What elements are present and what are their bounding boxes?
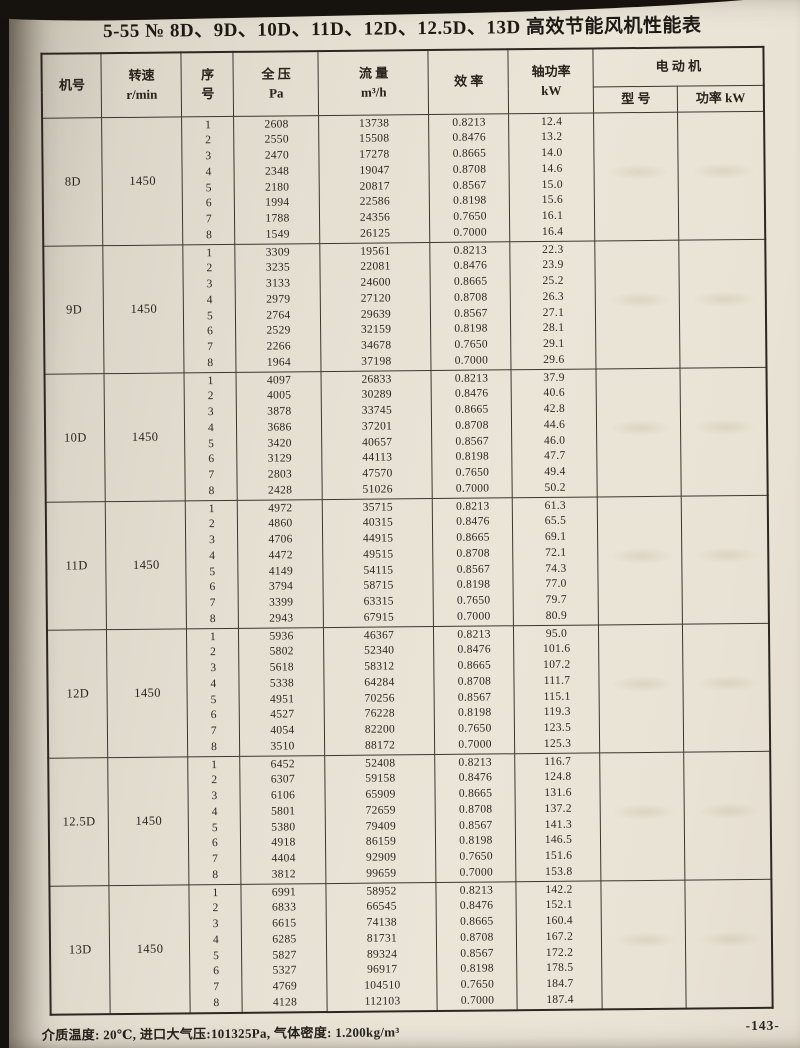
header-motor-power: 功率 kW	[677, 85, 765, 113]
motor-model-cell	[598, 624, 685, 753]
shaft-power-column-cell: 61.3 65.5 69.1 72.1 74.3 77.0 79.7 80.9	[512, 496, 599, 626]
motor-power-cell	[682, 623, 771, 753]
efficiency-column-cell: 0.8213 0.8476 0.8665 0.8708 0.8567 0.819…	[435, 753, 517, 883]
machine-number-cell: 12D	[46, 629, 109, 759]
machine-number-cell: 12.5D	[48, 757, 110, 887]
speed-cell: 1450	[105, 500, 187, 630]
header-speed: 转速 r/min	[101, 52, 183, 118]
flow-column-cell: 52408 59158 65909 72659 79409 86159 9290…	[325, 754, 437, 884]
efficiency-column-cell: 0.8213 0.8476 0.8665 0.8708 0.8567 0.819…	[431, 369, 513, 499]
shaft-power-column-cell: 116.7 124.8 131.6 137.2 141.3 146.5 151.…	[515, 752, 602, 882]
efficiency-column-cell: 0.8213 0.8476 0.8665 0.8708 0.8567 0.819…	[436, 881, 518, 1012]
speed-cell: 1450	[104, 372, 186, 502]
efficiency-column-cell: 0.8213 0.8476 0.8665 0.8708 0.8567 0.819…	[429, 113, 511, 243]
header-motor-model: 型 号	[593, 86, 679, 113]
header-total-pressure: 全 压 Pa	[233, 51, 320, 117]
pressure-column-cell: 2608 2550 2470 2348 2180 1994 1788 1549	[234, 115, 321, 245]
serial-column-cell: 1 2 3 4 5 6 7 8	[185, 500, 239, 629]
machine-number-cell: 11D	[45, 501, 107, 631]
speed-cell: 1450	[106, 628, 189, 758]
fan-block-12D: 12D 1450 1 2 3 4 5 6 7 8 5936 5802 5618 533…	[46, 623, 771, 759]
fan-block-13D: 13D 1450 1 2 3 4 5 6 7 8 6991 6833 6615 628…	[49, 879, 773, 1015]
header-efficiency: 效 率	[428, 49, 510, 115]
pressure-column-cell: 5936 5802 5618 5338 4951 4527 4054 3510	[238, 627, 326, 757]
serial-column-cell: 1 2 3 4 5 6 7 8	[184, 372, 238, 501]
motor-model-cell	[597, 496, 683, 625]
efficiency-column-cell: 0.8213 0.8476 0.8665 0.8708 0.8567 0.819…	[430, 241, 512, 371]
speed-cell: 1450	[109, 884, 191, 1015]
motor-power-cell	[680, 367, 768, 497]
serial-column-cell: 1 2 3 4 5 6 7 8	[183, 244, 237, 373]
flow-column-cell: 13738 15508 17278 19047 20817 22586 2435…	[319, 114, 431, 244]
flow-column-cell: 26833 30289 33745 37201 40657 44113 4757…	[321, 370, 433, 500]
efficiency-column-cell: 0.8213 0.8476 0.8665 0.8708 0.8567 0.819…	[433, 625, 516, 755]
fan-block-12.5D: 12.5D 1450 1 2 3 4 5 6 7 8 6452 6307 6106 5…	[48, 751, 772, 887]
shaft-power-column-cell: 142.2 152.1 160.4 167.2 172.2 178.5 184.…	[516, 880, 603, 1011]
motor-model-cell	[601, 880, 687, 1010]
header-shaft-power: 轴功率 kW	[508, 48, 595, 114]
pressure-column-cell: 4972 4860 4706 4472 4149 3794 3399 2943	[237, 499, 324, 629]
machine-number-cell: 10D	[44, 373, 106, 503]
fan-block-11D: 11D 1450 1 2 3 4 5 6 7 8 4972 4860 4706 447…	[45, 495, 769, 631]
speed-cell: 1450	[108, 756, 190, 886]
page-number: -143-	[745, 1017, 780, 1034]
shaft-power-column-cell: 95.0 101.6 107.2 111.7 115.1 119.3 123.5…	[513, 624, 601, 754]
header-machine-number: 机号	[41, 53, 103, 119]
pressure-column-cell: 6452 6307 6106 5801 5380 4918 4404 3812	[240, 755, 327, 885]
header-flow-rate: 流 量 m³/h	[318, 50, 430, 116]
header-electric-motor: 电 动 机	[593, 46, 764, 87]
speed-cell: 1450	[103, 244, 185, 374]
flow-column-cell: 46367 52340 58312 64284 70256 76228 8220…	[323, 626, 436, 756]
medium-conditions-note: 介质温度: 20℃, 进口大气压:101325Pa, 气体密度: 1.200kg…	[41, 1024, 400, 1043]
fan-block-9D: 9D 1450 1 2 3 4 5 6 7 8 3309 3235 3133 2979…	[43, 239, 767, 375]
shaft-power-column-cell: 22.3 23.9 25.2 26.3 27.1 28.1 29.1 29.6	[510, 240, 597, 370]
page-footer: 介质温度: 20℃, 进口大气压:101325Pa, 气体密度: 1.200kg…	[42, 1018, 782, 1044]
machine-number-cell: 9D	[43, 245, 105, 375]
shaft-power-column-cell: 12.4 13.2 14.0 14.6 15.0 15.6 16.1 16.4	[509, 112, 596, 242]
flow-column-cell: 58952 66545 74138 81731 89324 96917 1045…	[326, 882, 438, 1013]
motor-model-cell	[595, 240, 681, 369]
fan-block-8D: 8D 1450 1 2 3 4 5 6 7 8 2608 2550 2470 2348…	[42, 111, 766, 247]
motor-power-cell	[678, 111, 766, 241]
shaft-power-column-cell: 37.9 40.6 42.8 44.6 46.0 47.7 49.4 50.2	[511, 368, 598, 498]
motor-model-cell	[600, 752, 686, 881]
pressure-column-cell: 6991 6833 6615 6285 5827 5327 4769 4128	[241, 883, 328, 1013]
serial-column-cell: 1 2 3 4 5 6 7 8	[186, 628, 241, 757]
motor-model-cell	[594, 112, 680, 241]
serial-column-cell: 1 2 3 4 5 6 7 8	[182, 116, 236, 245]
page-content: 5-55 № 8D、9D、10D、11D、12D、12.5D、13D 高效节能风…	[26, 10, 788, 1044]
efficiency-column-cell: 0.8213 0.8476 0.8665 0.8708 0.8567 0.819…	[432, 497, 514, 627]
motor-power-cell	[685, 879, 773, 1009]
flow-column-cell: 19561 22081 24600 27120 29639 32159 3467…	[320, 242, 432, 372]
flow-column-cell: 35715 40315 44915 49515 54115 58715 6331…	[322, 498, 434, 628]
serial-column-cell: 1 2 3 4 5 6 7 8	[189, 884, 243, 1014]
fan-block-10D: 10D 1450 1 2 3 4 5 6 7 8 4097 4005 3878 368…	[44, 367, 768, 503]
speed-cell: 1450	[102, 116, 184, 246]
header-serial-number: 序 号	[181, 51, 235, 117]
pressure-column-cell: 4097 4005 3878 3686 3420 3129 2803 2428	[236, 371, 323, 501]
motor-power-cell	[679, 239, 767, 369]
pressure-column-cell: 3309 3235 3133 2979 2764 2529 2266 1964	[235, 243, 322, 373]
fan-performance-table: 机号 转速 r/min 序 号 全 压 Pa 流 量 m³/h 效 率 轴功率 …	[40, 45, 774, 1016]
serial-column-cell: 1 2 3 4 5 6 7 8	[188, 756, 242, 885]
motor-power-cell	[684, 751, 772, 881]
motor-power-cell	[681, 495, 769, 625]
motor-model-cell	[596, 368, 682, 497]
machine-number-cell: 13D	[49, 885, 111, 1015]
machine-number-cell: 8D	[42, 117, 104, 247]
